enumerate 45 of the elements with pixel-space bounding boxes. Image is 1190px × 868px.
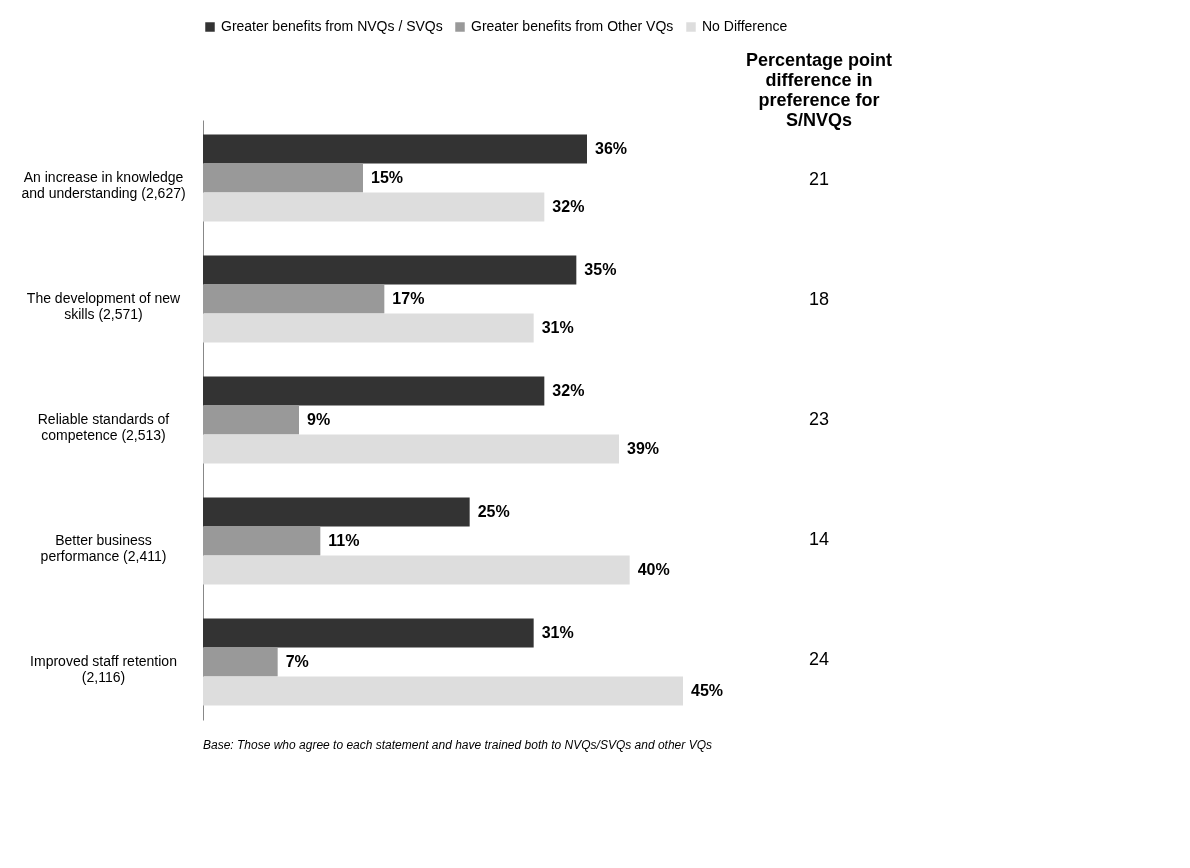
data-label: 11%: [328, 531, 360, 549]
data-label: 17%: [392, 290, 425, 308]
bar: [203, 255, 577, 285]
data-label: 32%: [552, 198, 585, 216]
bar: [203, 526, 321, 556]
data-label: 40%: [637, 561, 670, 578]
y-tick-label: An increase in knowledge and understanding (2,627): [21, 169, 186, 202]
data-label: 31%: [541, 623, 574, 641]
data-label: 39%: [627, 440, 660, 458]
y-tick-label: The development of new skills (2,571): [26, 290, 182, 323]
bar: [203, 618, 534, 648]
bar: [203, 192, 545, 222]
text: 14: [808, 529, 830, 549]
text: 18: [808, 289, 830, 309]
data-label: 15%: [371, 169, 404, 187]
data-label: 25%: [477, 502, 510, 520]
legend-label: No Difference: [702, 18, 788, 34]
text: 21: [808, 169, 830, 189]
bar: [203, 376, 545, 406]
text: Percentage point difference in preference for S/NVQs: [745, 50, 893, 130]
bar: [203, 555, 630, 585]
bar: [203, 676, 683, 706]
bar: [203, 163, 363, 193]
y-tick-label: Reliable standards of competence (2,513): [37, 411, 170, 443]
data-label: 7%: [285, 652, 309, 670]
text: Base: Those who agree to each statement and have trained both to NVQs/SVQs and other VQs: [203, 738, 712, 752]
bar: [203, 405, 299, 435]
data-label: 45%: [691, 681, 724, 699]
data-label: 36%: [595, 140, 628, 158]
bar: [203, 434, 619, 464]
bar: [203, 284, 385, 314]
y-tick-label: Better business performance (2,411): [40, 531, 167, 564]
y-tick-label: Improved staff retention (2,116): [30, 652, 177, 685]
bar: [203, 134, 587, 164]
data-label: 31%: [541, 319, 574, 337]
bar: [203, 497, 470, 527]
data-label: 35%: [584, 261, 617, 278]
bar: [203, 313, 534, 343]
text: 24: [808, 649, 830, 669]
text: 23: [808, 409, 830, 429]
legend-label: Greater benefits from NVQs / SVQs: [221, 18, 443, 34]
data-label: 32%: [552, 381, 585, 399]
data-label: 9%: [307, 411, 331, 428]
legend-label: Greater benefits from Other VQs: [471, 18, 674, 34]
bar: [203, 647, 278, 677]
